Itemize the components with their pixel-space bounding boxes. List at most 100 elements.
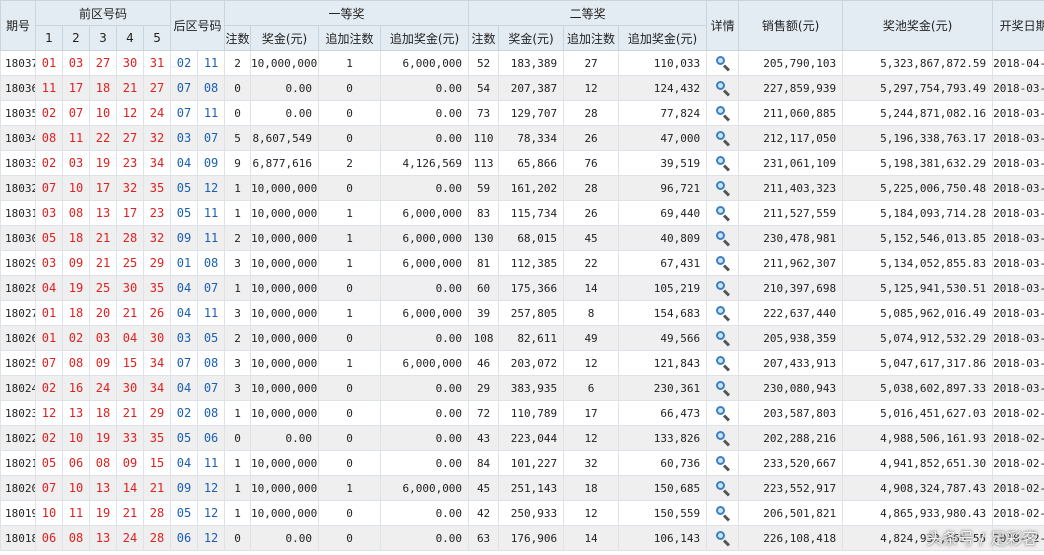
back-number: 11 [197,200,226,226]
front-number: 11 [62,125,90,151]
date-cell: 2018-03-14 [992,250,1044,276]
detail-cell[interactable] [706,325,740,351]
back-number: 04 [170,275,199,301]
front-number: 07 [35,350,63,376]
sales-cell: 230,478,981 [738,225,844,251]
date-cell: 2018-03-31 [992,75,1044,101]
second-prize-extra-count: 76 [563,150,620,176]
first-prize-amount: 10,000,000 [250,275,320,301]
first-prize-extra-amount: 0.00 [380,100,470,126]
front-number: 27 [89,50,117,76]
detail-cell[interactable] [706,100,740,126]
first-prize-amount: 10,000,000 [250,325,320,351]
detail-cell[interactable] [706,425,740,451]
date-cell: 2018-03-03 [992,375,1044,401]
first-prize-count: 2 [224,50,252,76]
second-prize-amount: 175,366 [498,275,565,301]
first-prize-count: 9 [224,150,252,176]
front-number: 17 [116,200,144,226]
magnifier-icon[interactable] [715,105,731,122]
magnifier-icon[interactable] [715,155,731,172]
magnifier-icon[interactable] [715,180,731,197]
pool-cell: 4,824,932,665.55 [842,525,994,551]
detail-cell[interactable] [706,500,740,526]
header-sub: 追加注数 [318,25,382,51]
back-number: 08 [197,400,226,426]
table-row: 18032 07 10 17 32 35 05 12 1 10,000,000 0 0.00 59 161… [0,175,1044,201]
issue-cell: 18024 [0,375,36,401]
first-prize-extra-amount: 6,000,000 [380,350,470,376]
front-number: 21 [116,400,144,426]
second-prize-amount: 65,866 [498,150,565,176]
magnifier-icon[interactable] [715,330,731,347]
issue-cell: 18029 [0,250,36,276]
magnifier-icon[interactable] [715,405,731,422]
first-prize-amount: 10,000,000 [250,450,320,476]
detail-cell[interactable] [706,275,740,301]
back-number: 04 [170,150,199,176]
front-number: 21 [116,500,144,526]
magnifier-icon[interactable] [715,255,731,272]
detail-cell[interactable] [706,50,740,76]
detail-cell[interactable] [706,300,740,326]
second-prize-extra-amount: 150,559 [618,500,708,526]
table-row: 18022 02 10 19 33 35 05 06 0 0.00 0 0.00 43 223,044 12… [0,425,1044,451]
front-number: 28 [142,525,172,551]
front-number: 01 [35,300,63,326]
detail-cell[interactable] [706,475,740,501]
front-number: 28 [116,225,144,251]
front-number: 03 [62,50,90,76]
magnifier-icon[interactable] [715,355,731,372]
detail-cell[interactable] [706,400,740,426]
front-number: 21 [89,250,117,276]
issue-cell: 18031 [0,200,36,226]
second-prize-count: 113 [468,150,500,176]
back-number: 07 [170,75,199,101]
magnifier-icon[interactable] [715,280,731,297]
magnifier-icon[interactable] [715,455,731,472]
first-prize-extra-amount: 0.00 [380,500,470,526]
second-prize-extra-count: 6 [563,375,620,401]
front-number: 30 [116,275,144,301]
first-prize-extra-count: 2 [318,150,382,176]
magnifier-icon[interactable] [715,430,731,447]
date-cell: 2018-03-26 [992,125,1044,151]
magnifier-icon[interactable] [715,205,731,222]
first-prize-extra-amount: 6,000,000 [380,250,470,276]
magnifier-icon[interactable] [715,530,731,547]
first-prize-amount: 0.00 [250,525,320,551]
detail-cell[interactable] [706,125,740,151]
magnifier-icon[interactable] [715,80,731,97]
detail-cell[interactable] [706,350,740,376]
second-prize-extra-amount: 96,721 [618,175,708,201]
magnifier-icon[interactable] [715,305,731,322]
magnifier-icon[interactable] [715,480,731,497]
magnifier-icon[interactable] [715,230,731,247]
pool-cell: 5,134,052,855.83 [842,250,994,276]
detail-cell[interactable] [706,375,740,401]
detail-cell[interactable] [706,75,740,101]
front-number: 09 [89,350,117,376]
second-prize-count: 43 [468,425,500,451]
date-cell: 2018-03-28 [992,100,1044,126]
header-date: 开奖日期 [992,0,1044,51]
magnifier-icon[interactable] [715,130,731,147]
front-number: 10 [35,500,63,526]
second-prize-extra-amount: 66,473 [618,400,708,426]
detail-cell[interactable] [706,225,740,251]
detail-cell[interactable] [706,175,740,201]
first-prize-extra-count: 1 [318,225,382,251]
first-prize-extra-count: 1 [318,350,382,376]
front-number: 21 [89,225,117,251]
date-cell: 2018-02-26 [992,425,1044,451]
detail-cell[interactable] [706,150,740,176]
header-sub: 奖金(元) [250,25,320,51]
detail-cell[interactable] [706,200,740,226]
magnifier-icon[interactable] [715,380,731,397]
detail-cell[interactable] [706,525,740,551]
front-number: 34 [142,375,172,401]
detail-cell[interactable] [706,250,740,276]
magnifier-icon[interactable] [715,505,731,522]
magnifier-icon[interactable] [715,55,731,72]
detail-cell[interactable] [706,450,740,476]
